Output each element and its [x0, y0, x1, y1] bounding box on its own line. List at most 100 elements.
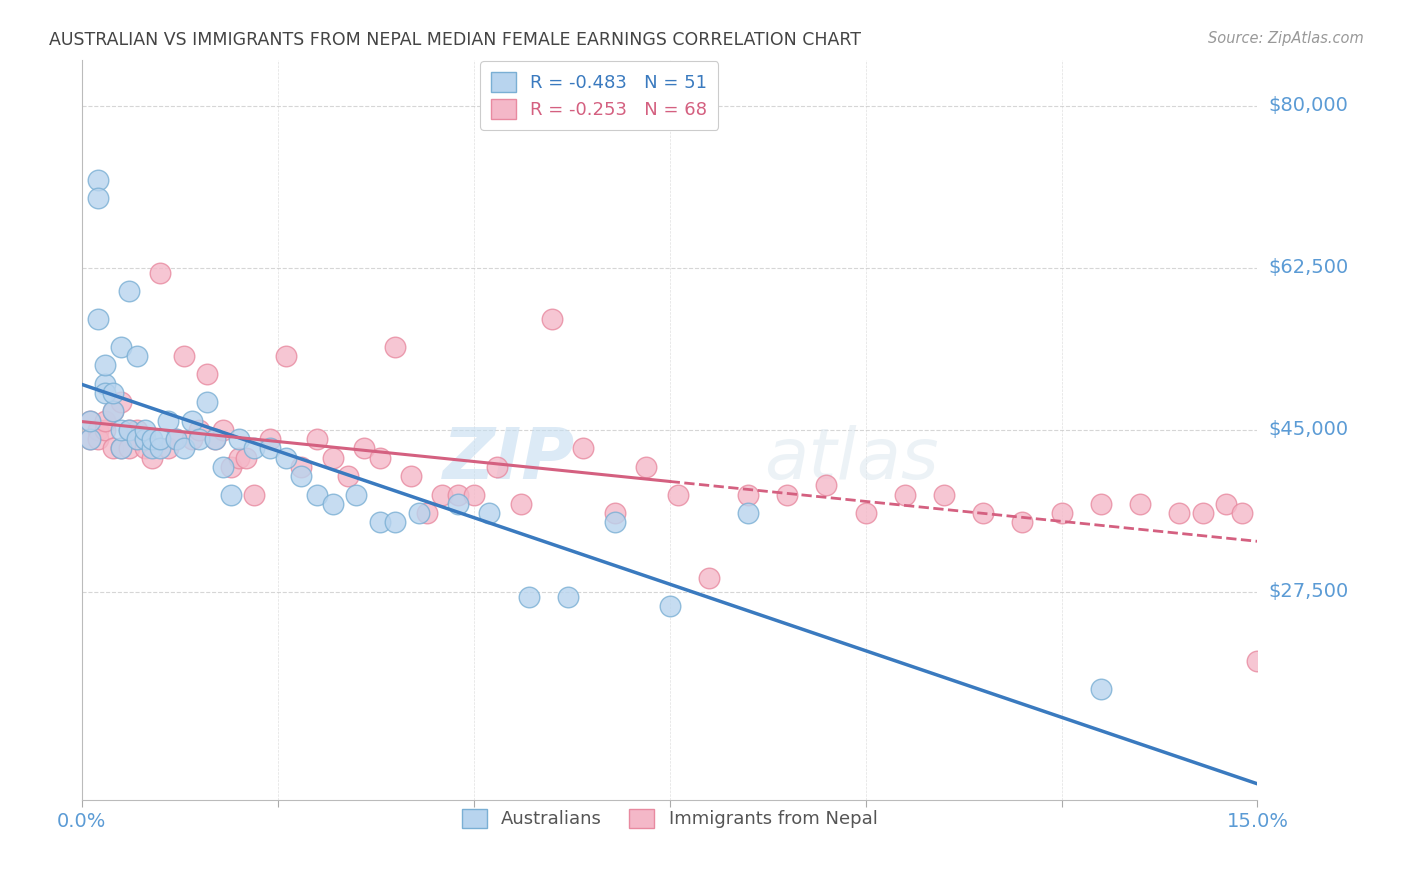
Point	[180, 432, 202, 446]
Point	[415, 506, 437, 520]
Point	[815, 478, 838, 492]
Point	[86, 191, 108, 205]
Point	[134, 432, 156, 446]
Point	[118, 423, 141, 437]
Legend: Australians, Immigrants from Nepal: Australians, Immigrants from Nepal	[454, 801, 884, 836]
Point	[1129, 497, 1152, 511]
Point	[447, 488, 470, 502]
Point	[666, 488, 689, 502]
Point	[737, 488, 759, 502]
Point	[478, 506, 501, 520]
Point	[141, 442, 163, 456]
Point	[737, 506, 759, 520]
Text: AUSTRALIAN VS IMMIGRANTS FROM NEPAL MEDIAN FEMALE EARNINGS CORRELATION CHART: AUSTRALIAN VS IMMIGRANTS FROM NEPAL MEDI…	[49, 31, 862, 49]
Text: $62,500: $62,500	[1268, 259, 1348, 277]
Point	[1090, 497, 1112, 511]
Point	[212, 459, 235, 474]
Point	[603, 506, 626, 520]
Point	[486, 459, 509, 474]
Point	[259, 432, 281, 446]
Point	[86, 311, 108, 326]
Point	[157, 414, 180, 428]
Point	[125, 349, 148, 363]
Point	[110, 442, 132, 456]
Point	[384, 516, 406, 530]
Point	[134, 432, 156, 446]
Point	[110, 395, 132, 409]
Point	[399, 469, 422, 483]
Point	[1230, 506, 1253, 520]
Point	[86, 423, 108, 437]
Point	[219, 488, 242, 502]
Point	[259, 442, 281, 456]
Point	[855, 506, 877, 520]
Point	[776, 488, 799, 502]
Point	[322, 450, 344, 465]
Point	[228, 432, 250, 446]
Point	[235, 450, 257, 465]
Point	[141, 450, 163, 465]
Point	[509, 497, 531, 511]
Point	[228, 450, 250, 465]
Point	[204, 432, 226, 446]
Point	[118, 423, 141, 437]
Point	[368, 450, 391, 465]
Point	[408, 506, 430, 520]
Point	[173, 442, 195, 456]
Point	[1050, 506, 1073, 520]
Point	[219, 459, 242, 474]
Point	[141, 432, 163, 446]
Point	[110, 442, 132, 456]
Point	[1090, 682, 1112, 697]
Point	[432, 488, 454, 502]
Point	[368, 516, 391, 530]
Point	[337, 469, 360, 483]
Point	[125, 432, 148, 446]
Text: atlas: atlas	[763, 425, 938, 494]
Point	[636, 459, 658, 474]
Point	[188, 423, 211, 437]
Point	[86, 432, 108, 446]
Point	[165, 432, 187, 446]
Point	[118, 284, 141, 298]
Point	[79, 432, 101, 446]
Point	[1191, 506, 1213, 520]
Point	[204, 432, 226, 446]
Point	[86, 173, 108, 187]
Point	[165, 432, 187, 446]
Point	[894, 488, 917, 502]
Point	[149, 442, 172, 456]
Point	[517, 590, 540, 604]
Point	[134, 423, 156, 437]
Point	[557, 590, 579, 604]
Point	[94, 414, 117, 428]
Point	[118, 442, 141, 456]
Point	[243, 442, 266, 456]
Point	[463, 488, 485, 502]
Point	[149, 432, 172, 446]
Point	[125, 432, 148, 446]
Point	[94, 358, 117, 372]
Point	[110, 423, 132, 437]
Point	[322, 497, 344, 511]
Point	[103, 404, 125, 418]
Point	[103, 385, 125, 400]
Point	[932, 488, 955, 502]
Text: $45,000: $45,000	[1268, 420, 1348, 440]
Point	[94, 385, 117, 400]
Point	[188, 432, 211, 446]
Point	[212, 423, 235, 437]
Point	[79, 414, 101, 428]
Point	[195, 395, 218, 409]
Point	[180, 414, 202, 428]
Point	[274, 349, 297, 363]
Point	[173, 349, 195, 363]
Point	[541, 311, 564, 326]
Point	[658, 599, 681, 613]
Point	[274, 450, 297, 465]
Point	[290, 459, 312, 474]
Point	[697, 571, 720, 585]
Point	[290, 469, 312, 483]
Point	[94, 376, 117, 391]
Text: $80,000: $80,000	[1268, 96, 1348, 115]
